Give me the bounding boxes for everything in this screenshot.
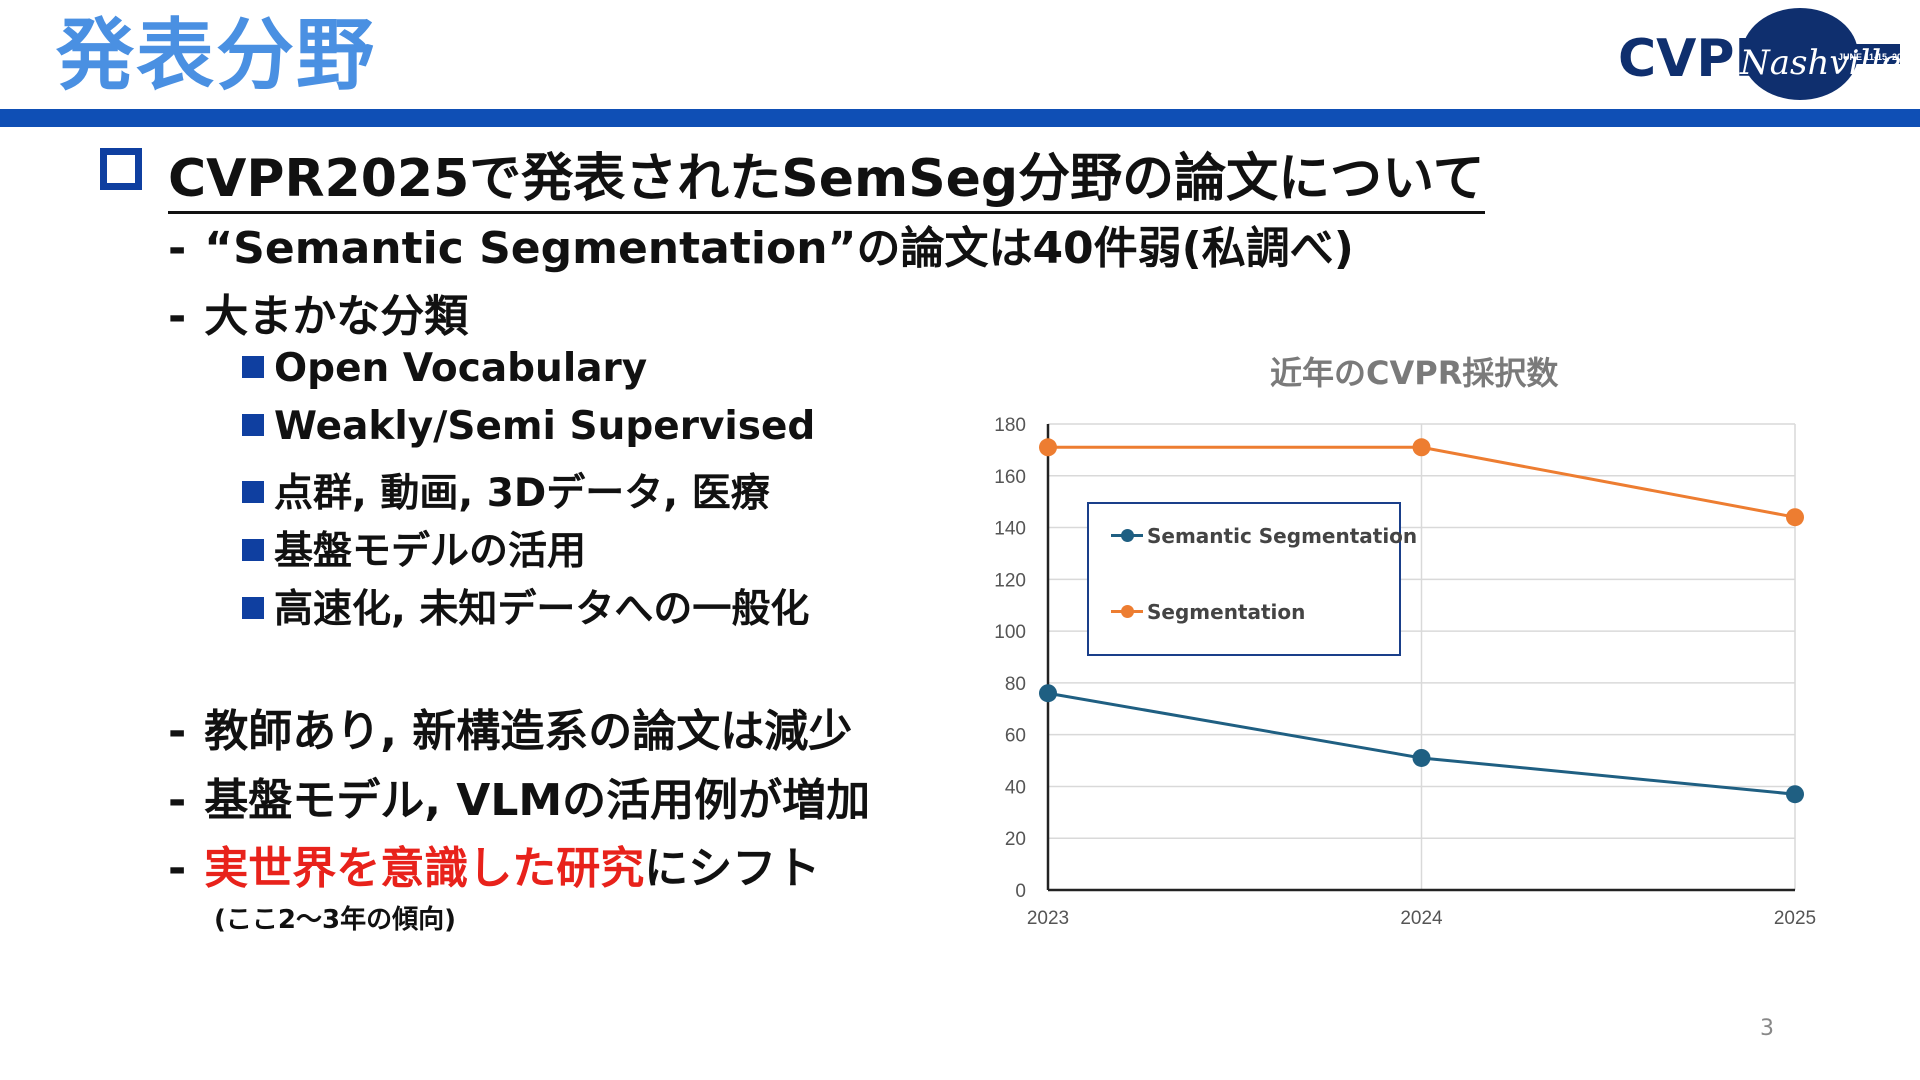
y-tick-label: 160 [994, 467, 1026, 488]
dash-icon: - [168, 706, 187, 757]
header-bar [0, 109, 1920, 127]
y-tick-label: 100 [994, 622, 1026, 643]
data-point [1412, 748, 1431, 767]
category-item: 高速化, 未知データへの一般化 [242, 578, 809, 634]
y-tick-label: 20 [1005, 829, 1026, 850]
data-point [1039, 438, 1057, 457]
y-tick-label: 0 [1015, 881, 1026, 902]
category-label: Weakly/Semi Supervised [274, 404, 816, 449]
data-point [1786, 508, 1804, 527]
cvpr-nashville-logo: CVPR Nashville JUNE 11-15, 2025 [1618, 8, 1910, 100]
square-bullet-icon [242, 356, 264, 378]
category-item: Weakly/Semi Supervised [242, 404, 815, 449]
series-line [1047, 691, 1796, 796]
bullet-sem-count-text: “Semantic Segmentation”の論文は40件弱(私調べ) [204, 223, 1354, 274]
trend-note: (ここ2～3年の傾向) [214, 905, 456, 935]
y-tick-label: 40 [1005, 777, 1026, 798]
legend-label: Semantic Segmentation [1147, 524, 1418, 548]
slide-title: 発表分野 [56, 11, 377, 101]
dash-icon: - [168, 775, 187, 826]
category-label: 点群, 動画, 3Dデータ, 医療 [274, 471, 770, 516]
category-item: 点群, 動画, 3Dデータ, 医療 [242, 462, 770, 518]
trend-text-highlight: 実世界を意識した研究 [204, 843, 645, 894]
chart-legend: Semantic Segmentation Segmentation [1087, 502, 1417, 656]
y-tick-label: 80 [1005, 674, 1026, 695]
data-point [1786, 785, 1804, 804]
headline: CVPR2025で発表されたSemSeg分野の論文について [100, 136, 1485, 214]
bullet-sem-count: - “Semantic Segmentation”の論文は40件弱(私調べ) [168, 212, 1354, 276]
legend-swatch-icon [1111, 529, 1143, 542]
logo-script-text: Nashville [1739, 43, 1901, 83]
trend-item: - 実世界を意識した研究にシフト [168, 832, 820, 896]
legend-item: Segmentation [1111, 600, 1305, 624]
trend-item: - 教師あり, 新構造系の論文は減少 [168, 695, 852, 759]
category-item: 基盤モデルの活用 [242, 520, 586, 576]
x-tick-label: 2025 [1774, 908, 1816, 929]
y-tick-label: 140 [994, 519, 1026, 540]
page-number: 3 [1760, 1016, 1774, 1041]
guitar-body-icon [1742, 8, 1858, 100]
guitar-neck-icon [1810, 44, 1900, 64]
bullet-categories: - 大まかな分類 [168, 280, 468, 344]
square-bullet-icon [242, 597, 264, 619]
data-point [1412, 438, 1431, 457]
x-tick-label: 2023 [1027, 908, 1069, 929]
square-bullet-icon [100, 148, 142, 190]
data-point [1039, 684, 1057, 703]
dash-icon: - [168, 291, 187, 342]
category-label: 基盤モデルの活用 [274, 529, 587, 574]
headline-text: CVPR2025で発表されたSemSeg分野の論文について [168, 149, 1485, 214]
y-tick-label: 180 [994, 415, 1026, 436]
chart-title: 近年のCVPR採択数 [1270, 354, 1559, 392]
square-bullet-icon [242, 481, 264, 503]
square-bullet-icon [242, 539, 264, 561]
square-bullet-icon [242, 414, 264, 436]
category-label: 高速化, 未知データへの一般化 [274, 587, 810, 632]
legend-item: Semantic Segmentation [1111, 524, 1417, 548]
category-item: Open Vocabulary [242, 346, 647, 391]
trend-text: 教師あり, 新構造系の論文は減少 [204, 706, 853, 757]
bullet-categories-text: 大まかな分類 [204, 291, 469, 342]
dash-icon: - [168, 843, 187, 894]
trend-item: - 基盤モデル, VLMの活用例が増加 [168, 764, 870, 828]
dash-icon: - [168, 223, 187, 274]
legend-label: Segmentation [1147, 600, 1306, 624]
trend-text: 基盤モデル, VLMの活用例が増加 [204, 775, 871, 826]
category-label: Open Vocabulary [274, 346, 648, 391]
y-tick-label: 60 [1005, 726, 1026, 747]
trend-text: にシフト [644, 843, 821, 894]
x-tick-label: 2024 [1400, 908, 1443, 929]
y-tick-label: 120 [994, 570, 1026, 591]
legend-swatch-icon [1111, 605, 1143, 618]
logo-dates-text: JUNE 11-15, 2025 [1838, 52, 1910, 62]
